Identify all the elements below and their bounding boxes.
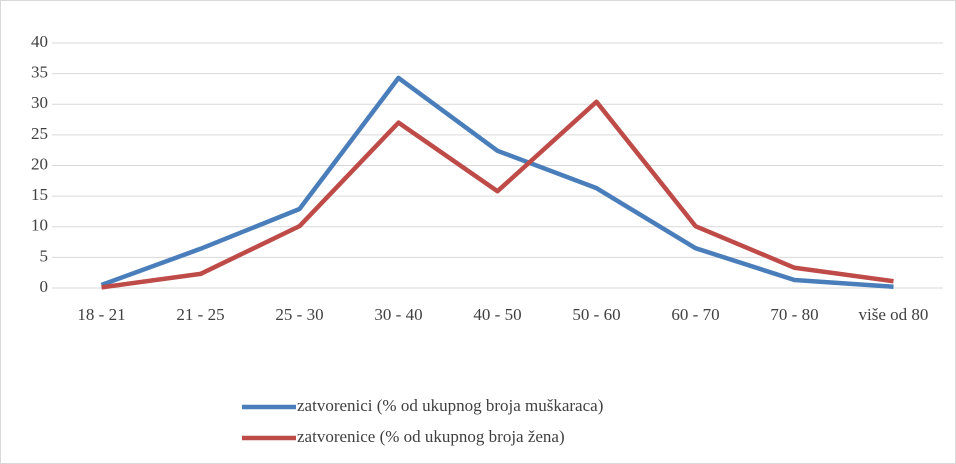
x-tick-label: 21 - 25 bbox=[176, 305, 225, 324]
x-tick-label: 40 - 50 bbox=[473, 305, 522, 324]
y-tick-label: 10 bbox=[31, 216, 48, 235]
y-tick-label: 30 bbox=[31, 93, 48, 112]
x-tick-label: 50 - 60 bbox=[572, 305, 621, 324]
legend-label: zatvorenice (% od ukupnog broja žena) bbox=[297, 427, 565, 446]
legend-label: zatvorenici (% od ukupnog broja muškarac… bbox=[297, 396, 603, 415]
x-tick-label: 60 - 70 bbox=[671, 305, 720, 324]
x-tick-label: 25 - 30 bbox=[275, 305, 324, 324]
x-tick-label: 70 - 80 bbox=[770, 305, 819, 324]
series-line bbox=[100, 75, 894, 290]
y-tick-label: 25 bbox=[31, 124, 48, 143]
y-tick-label: 35 bbox=[31, 63, 48, 82]
y-tick-label: 20 bbox=[31, 154, 48, 173]
y-tick-label: 5 bbox=[40, 246, 49, 265]
series-line bbox=[101, 99, 894, 290]
x-tick-label: više od 80 bbox=[858, 305, 929, 324]
x-tick-label: 30 - 40 bbox=[374, 305, 423, 324]
y-tick-label: 15 bbox=[31, 185, 48, 204]
y-tick-label: 40 bbox=[31, 32, 48, 51]
x-tick-label: 18 - 21 bbox=[77, 305, 126, 324]
y-tick-label: 0 bbox=[40, 277, 49, 296]
